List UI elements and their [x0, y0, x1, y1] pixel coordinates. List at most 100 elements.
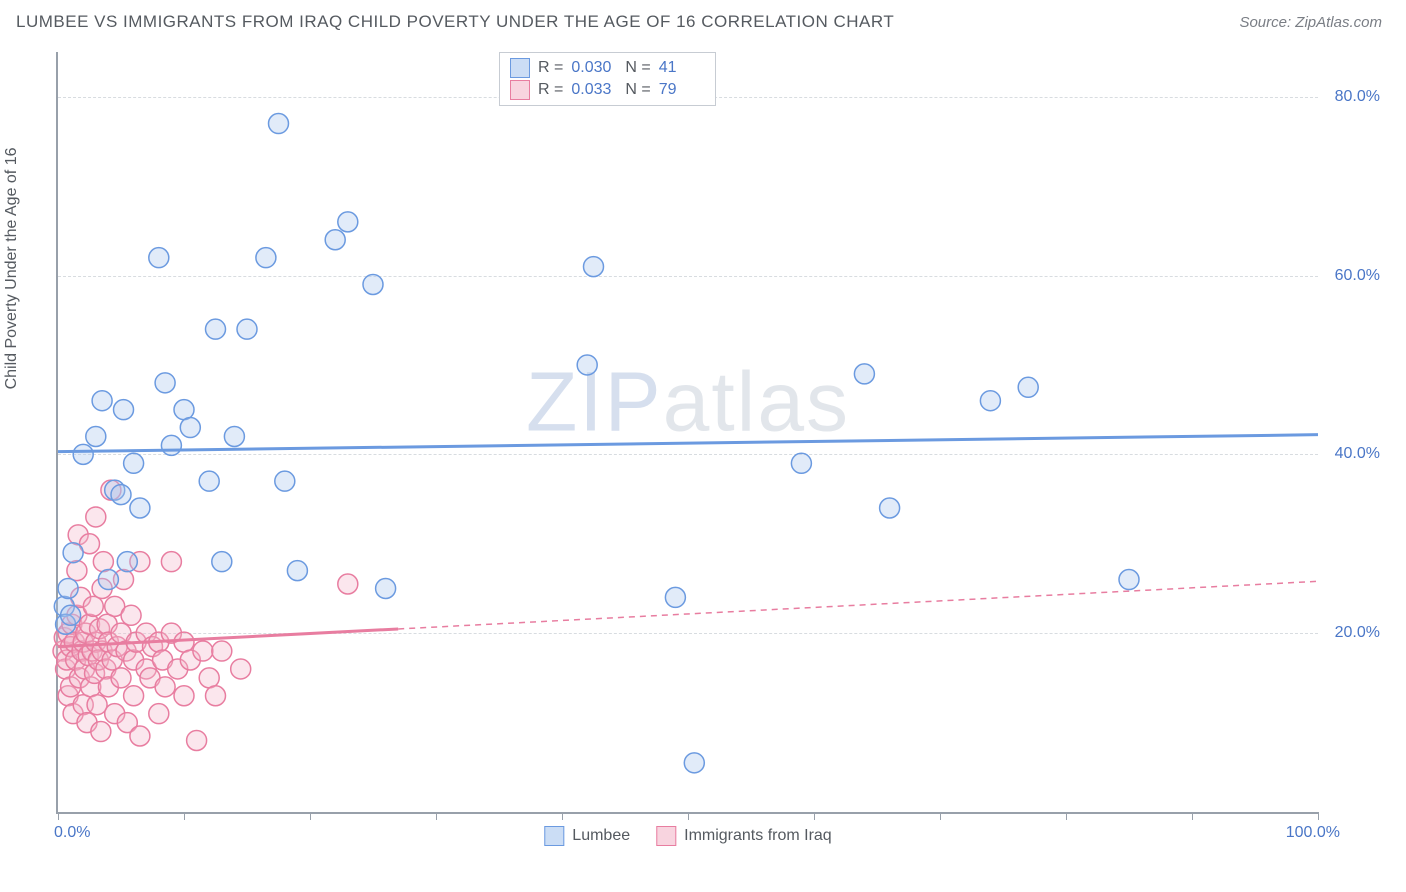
- scatter-point: [187, 730, 207, 750]
- plot-area: ZIPatlas R =0.030N =41R =0.033N =79 0.0%…: [56, 52, 1318, 814]
- scatter-point: [117, 552, 137, 572]
- scatter-point: [206, 319, 226, 339]
- scatter-point: [325, 230, 345, 250]
- scatter-point: [287, 561, 307, 581]
- scatter-point: [124, 453, 144, 473]
- x-tick: [814, 812, 815, 820]
- scatter-svg: [58, 52, 1318, 812]
- series-legend: Lumbee Immigrants from Iraq: [544, 826, 831, 846]
- legend-series-name: Lumbee: [572, 827, 630, 845]
- x-tick: [184, 812, 185, 820]
- scatter-point: [376, 578, 396, 598]
- scatter-point: [174, 400, 194, 420]
- x-axis-end-label: 100.0%: [1286, 824, 1340, 842]
- scatter-point: [275, 471, 295, 491]
- stat-n-value: 79: [659, 81, 705, 99]
- legend-item: Immigrants from Iraq: [656, 826, 832, 846]
- scatter-point: [174, 686, 194, 706]
- scatter-point: [791, 453, 811, 473]
- scatter-point: [193, 641, 213, 661]
- y-tick-label: 60.0%: [1335, 267, 1380, 285]
- scatter-point: [180, 418, 200, 438]
- stat-n-label: N =: [625, 59, 650, 77]
- scatter-point: [61, 605, 81, 625]
- x-tick: [1192, 812, 1193, 820]
- scatter-point: [338, 574, 358, 594]
- scatter-point: [665, 587, 685, 607]
- trend-line-dashed: [398, 581, 1318, 629]
- chart-title: LUMBEE VS IMMIGRANTS FROM IRAQ CHILD POV…: [16, 12, 894, 32]
- scatter-point: [121, 605, 141, 625]
- chart-source: Source: ZipAtlas.com: [1239, 14, 1382, 31]
- stat-r-value: 0.033: [571, 81, 617, 99]
- scatter-point: [86, 507, 106, 527]
- legend-series-name: Immigrants from Iraq: [684, 827, 832, 845]
- scatter-point: [584, 257, 604, 277]
- scatter-point: [224, 426, 244, 446]
- scatter-point: [256, 248, 276, 268]
- scatter-point: [338, 212, 358, 232]
- legend-item: Lumbee: [544, 826, 630, 846]
- scatter-point: [199, 668, 219, 688]
- scatter-point: [161, 435, 181, 455]
- x-tick: [436, 812, 437, 820]
- scatter-point: [67, 561, 87, 581]
- scatter-point: [206, 686, 226, 706]
- scatter-point: [880, 498, 900, 518]
- scatter-point: [577, 355, 597, 375]
- scatter-point: [237, 319, 257, 339]
- scatter-point: [111, 485, 131, 505]
- scatter-point: [269, 114, 289, 134]
- scatter-point: [130, 726, 150, 746]
- scatter-point: [98, 570, 118, 590]
- scatter-point: [73, 444, 93, 464]
- y-axis-label: Child Poverty Under the Age of 16: [3, 148, 21, 390]
- scatter-point: [155, 677, 175, 697]
- scatter-point: [87, 695, 107, 715]
- legend-swatch: [544, 826, 564, 846]
- x-tick: [562, 812, 563, 820]
- legend-stat-row: R = 0.033 N = 79: [510, 79, 705, 101]
- x-tick: [940, 812, 941, 820]
- stat-r-label: R =: [538, 59, 563, 77]
- scatter-point: [130, 498, 150, 518]
- x-tick: [58, 812, 59, 820]
- scatter-point: [63, 543, 83, 563]
- scatter-point: [212, 641, 232, 661]
- scatter-point: [363, 274, 383, 294]
- scatter-point: [1119, 570, 1139, 590]
- scatter-point: [93, 552, 113, 572]
- scatter-point: [231, 659, 251, 679]
- chart-header: LUMBEE VS IMMIGRANTS FROM IRAQ CHILD POV…: [0, 0, 1406, 36]
- legend-stat-row: R = 0.030 N = 41: [510, 57, 705, 79]
- stat-n-value: 41: [659, 59, 705, 77]
- legend-swatch: [510, 80, 530, 100]
- scatter-point: [124, 686, 144, 706]
- chart-wrapper: Child Poverty Under the Age of 16 ZIPatl…: [16, 42, 1388, 864]
- x-tick: [1318, 812, 1319, 820]
- scatter-point: [111, 668, 131, 688]
- x-axis-start-label: 0.0%: [54, 824, 90, 842]
- y-tick-label: 20.0%: [1335, 624, 1380, 642]
- stat-r-value: 0.030: [571, 59, 617, 77]
- legend-swatch: [510, 58, 530, 78]
- stat-r-label: R =: [538, 81, 563, 99]
- x-tick: [310, 812, 311, 820]
- scatter-point: [86, 426, 106, 446]
- scatter-point: [155, 373, 175, 393]
- scatter-point: [149, 704, 169, 724]
- stat-n-label: N =: [625, 81, 650, 99]
- scatter-point: [980, 391, 1000, 411]
- scatter-point: [83, 596, 103, 616]
- scatter-point: [58, 578, 78, 598]
- legend-swatch: [656, 826, 676, 846]
- scatter-point: [114, 400, 134, 420]
- trend-line-solid: [58, 435, 1318, 452]
- y-tick-label: 80.0%: [1335, 88, 1380, 106]
- scatter-point: [149, 248, 169, 268]
- y-tick-label: 40.0%: [1335, 445, 1380, 463]
- scatter-point: [174, 632, 194, 652]
- x-tick: [1066, 812, 1067, 820]
- scatter-point: [684, 753, 704, 773]
- scatter-point: [199, 471, 219, 491]
